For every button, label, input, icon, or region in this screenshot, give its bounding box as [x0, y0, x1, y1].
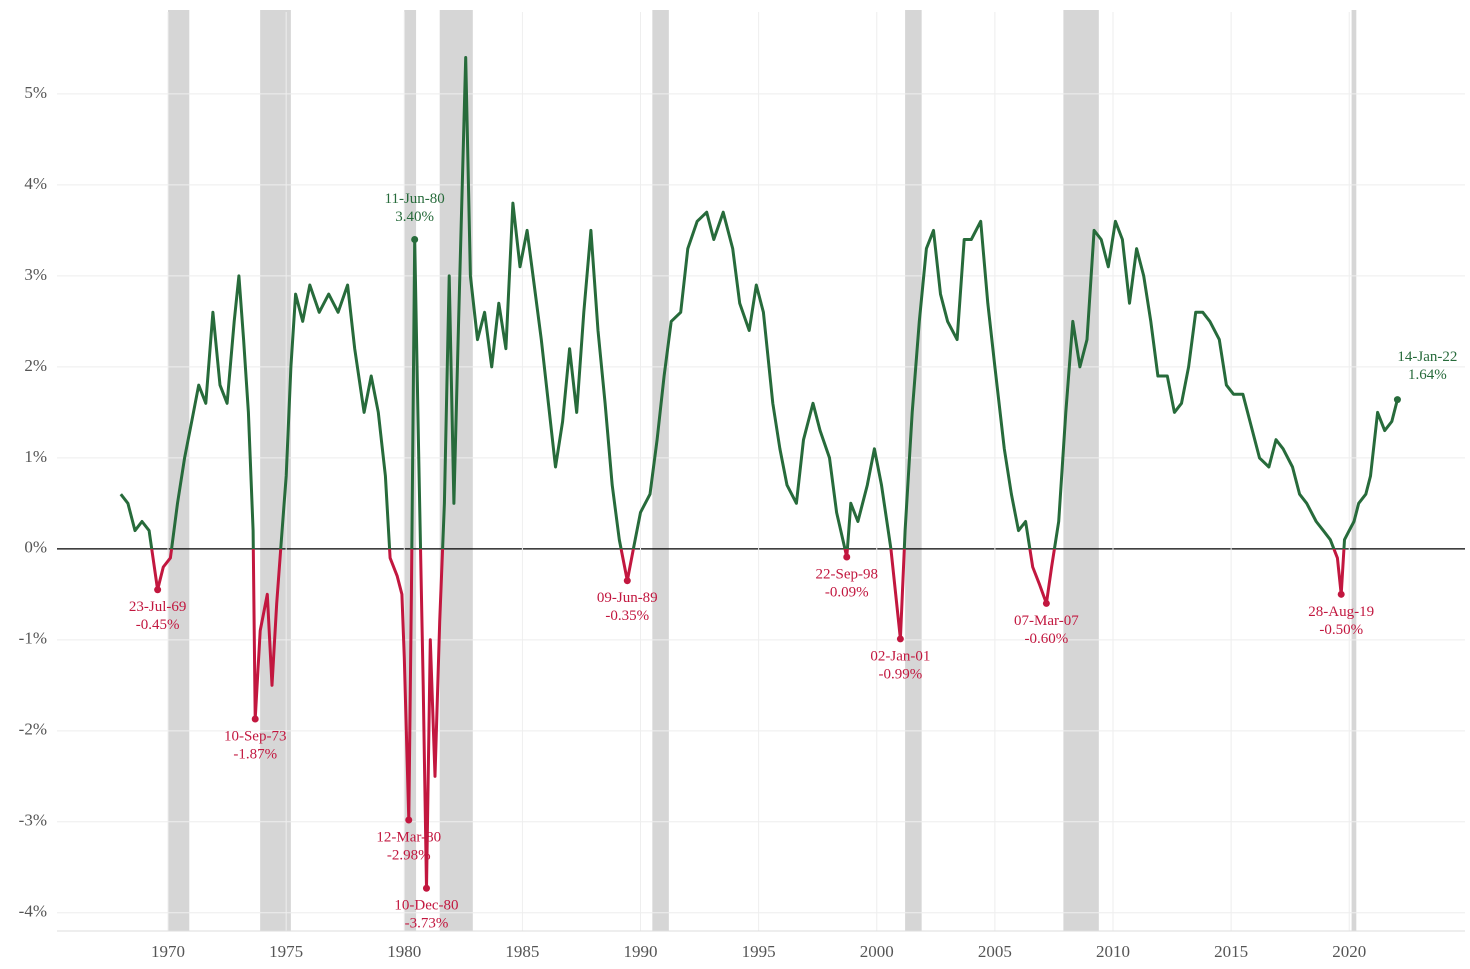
annotation-point [1337, 590, 1345, 598]
annotation-value: -0.35% [605, 608, 649, 624]
x-tick-label: 2005 [978, 942, 1012, 961]
annotation-point [154, 586, 162, 594]
x-tick-label: 1985 [505, 942, 539, 961]
annotation-value: -0.09% [825, 584, 869, 600]
y-tick-label: -2% [19, 720, 47, 739]
annotation-date: 11-Jun-80 [385, 191, 445, 207]
recession-band [404, 10, 417, 931]
y-tick-label: 0% [24, 538, 47, 557]
annotation-point [422, 884, 430, 892]
x-tick-label: 1995 [742, 942, 776, 961]
annotation-value: -2.98% [387, 847, 431, 863]
y-tick-label: -1% [19, 629, 47, 648]
y-tick-label: 4% [24, 174, 47, 193]
annotation-value: -0.60% [1025, 631, 1069, 647]
recession-band [1351, 10, 1357, 931]
x-tick-label: 2015 [1214, 942, 1248, 961]
annotation-value: 3.40% [395, 209, 434, 225]
annotation-date: 10-Sep-73 [224, 728, 287, 744]
x-tick-label: 2000 [860, 942, 894, 961]
spread-line [119, 56, 1399, 890]
annotation-value: -3.73% [405, 916, 449, 932]
annotation-date: 09-Jun-89 [597, 590, 658, 606]
x-tick-label: 2020 [1332, 942, 1366, 961]
annotation-date: 07-Mar-07 [1014, 613, 1079, 629]
x-tick-label: 1970 [151, 942, 185, 961]
annotation-date: 10-Dec-80 [394, 898, 458, 914]
recession-band [652, 10, 669, 931]
annotation-point [411, 235, 419, 243]
x-tick-label: 1990 [624, 942, 658, 961]
annotation-value: -1.87% [233, 746, 277, 762]
annotation-point [843, 553, 851, 561]
y-tick-label: 5% [24, 83, 47, 102]
y-tick-label: -3% [19, 811, 47, 830]
annotation-point [1393, 396, 1401, 404]
recession-band [905, 10, 922, 931]
annotation-date: 12-Mar-80 [376, 829, 441, 845]
annotation-point [1042, 599, 1050, 607]
y-tick-label: -4% [19, 902, 47, 921]
annotation-point [405, 816, 413, 824]
annotation-value: -0.99% [879, 666, 923, 682]
annotation-value: -0.50% [1319, 622, 1363, 638]
x-tick-label: 1975 [269, 942, 303, 961]
annotation-date: 14-Jan-22 [1397, 349, 1457, 365]
annotation-point [251, 715, 259, 723]
annotation-point [896, 635, 904, 643]
y-tick-label: 2% [24, 356, 47, 375]
annotation-date: 02-Jan-01 [870, 648, 930, 664]
annotation-date: 23-Jul-69 [129, 599, 187, 615]
x-tick-label: 1980 [387, 942, 421, 961]
recession-band [168, 10, 190, 931]
annotation-value: -0.45% [136, 617, 180, 633]
annotation-date: 28-Aug-19 [1308, 604, 1374, 620]
y-tick-label: 3% [24, 265, 47, 284]
annotation-value: 1.64% [1408, 367, 1447, 383]
y-tick-label: 1% [24, 447, 47, 466]
annotation-date: 22-Sep-98 [816, 566, 879, 582]
annotation-point [623, 577, 631, 585]
recession-band [1063, 10, 1099, 931]
x-tick-label: 2010 [1096, 942, 1130, 961]
